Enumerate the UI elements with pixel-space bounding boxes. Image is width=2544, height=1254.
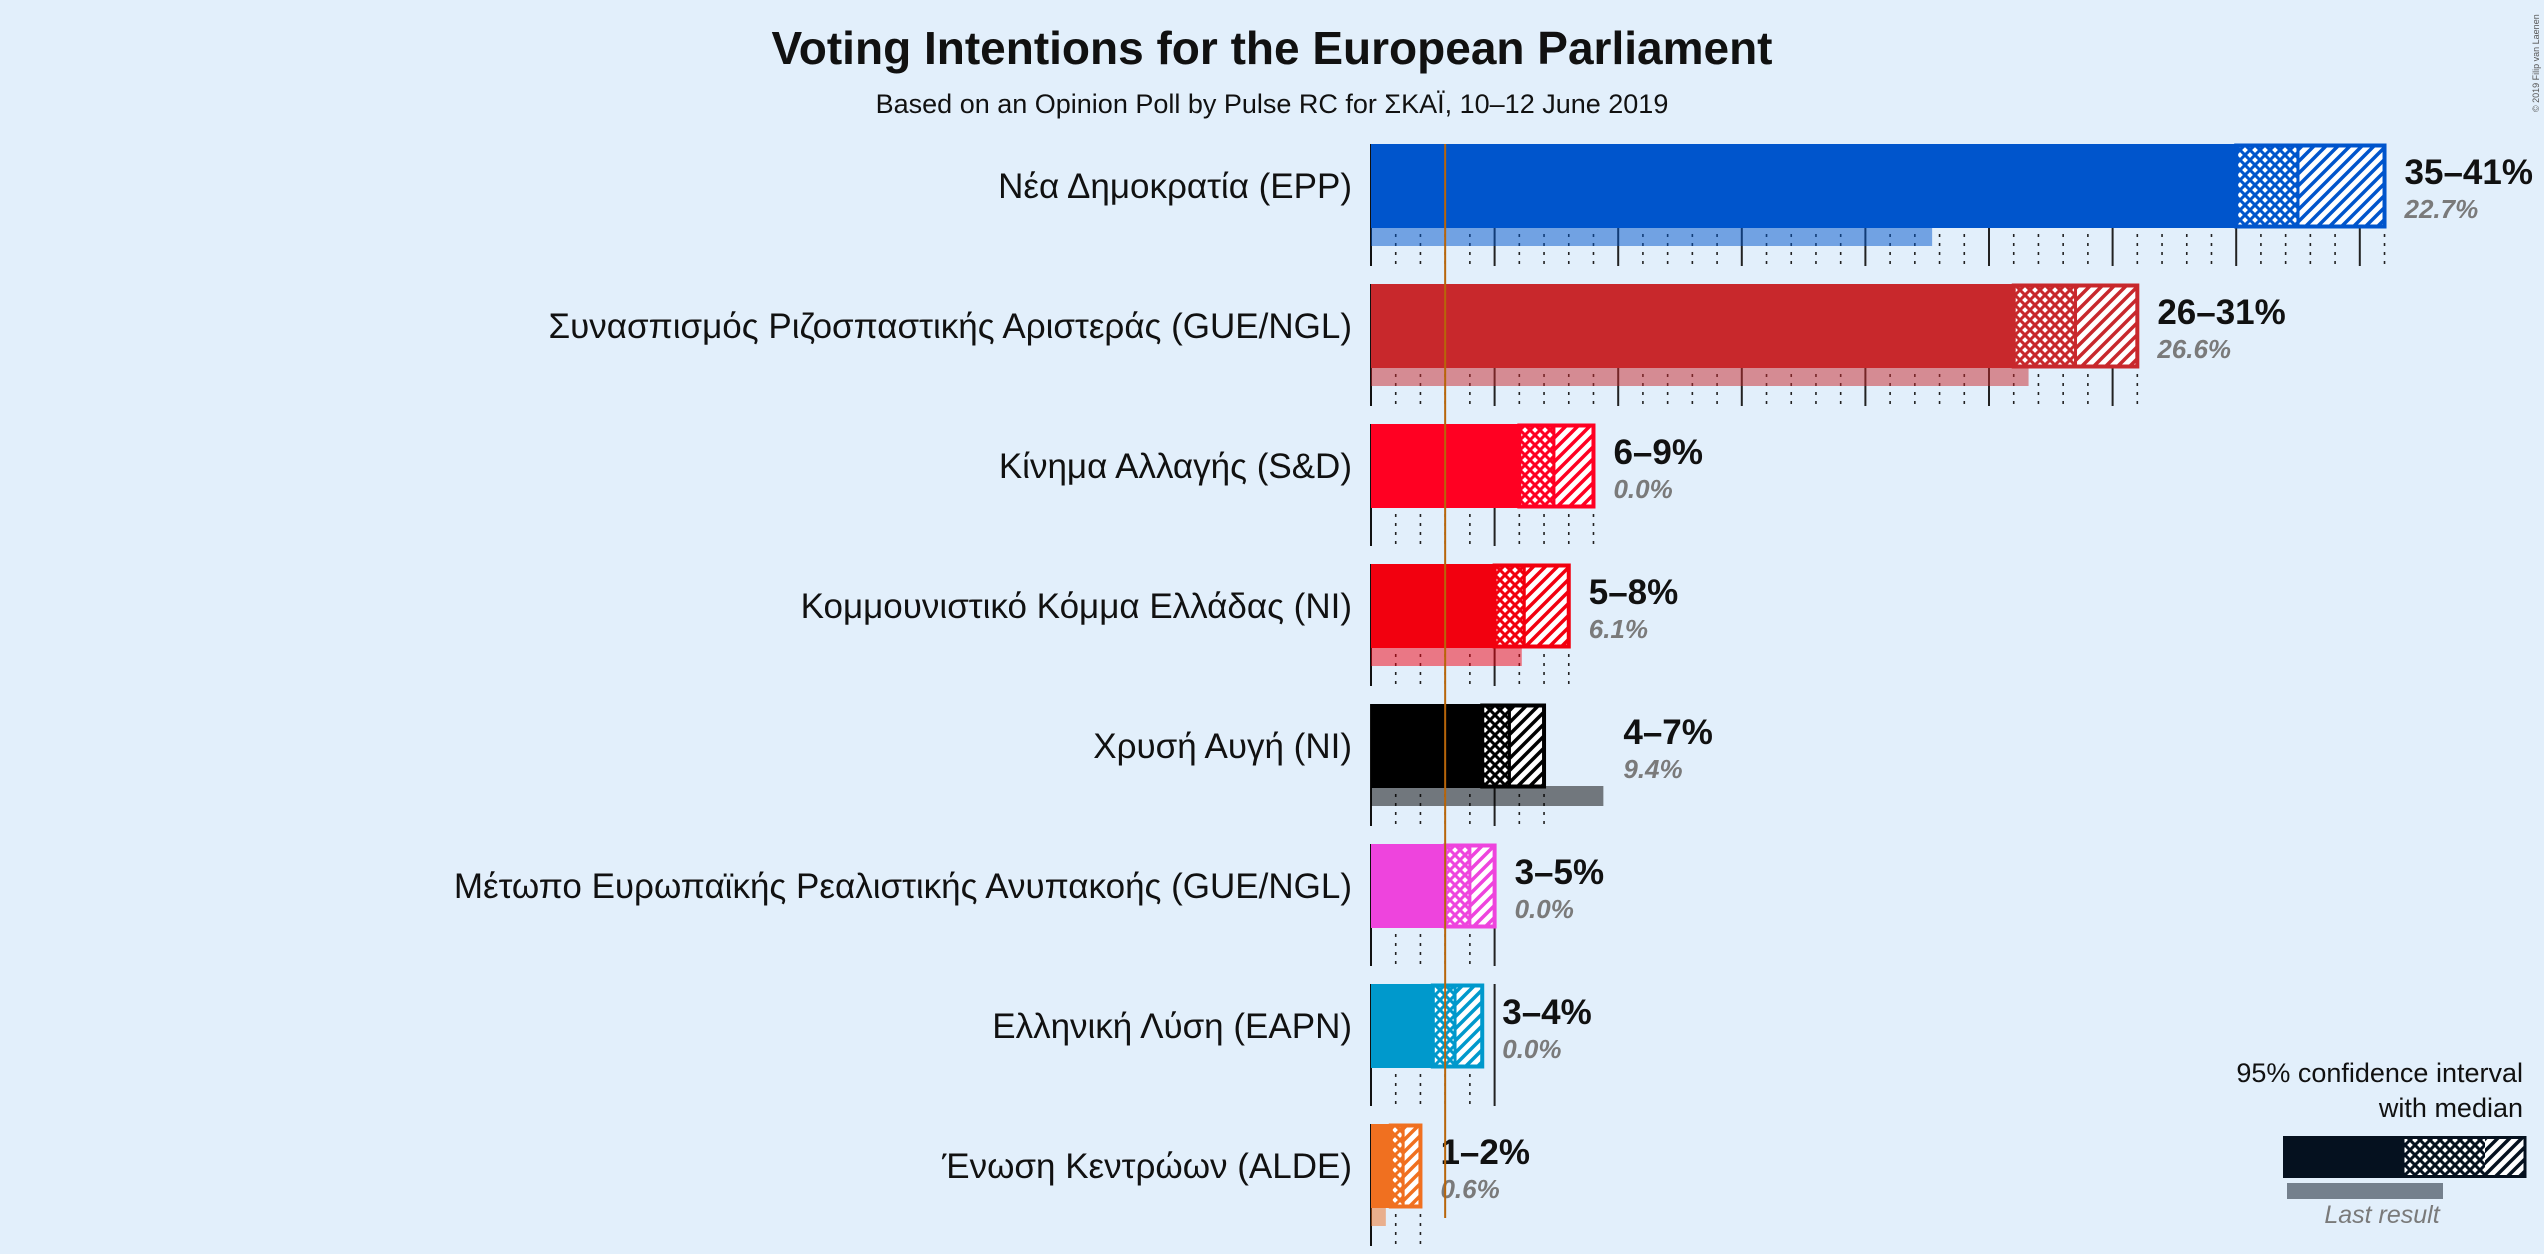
range-label: 4–7%	[1623, 713, 1713, 752]
bar-ci-upper	[2298, 144, 2385, 228]
bar-ci-outline	[2234, 143, 2387, 229]
legend-last-result-bar	[2287, 1183, 2443, 1199]
last-result-label: 22.7%	[2404, 194, 2479, 224]
bar-solid	[1371, 144, 2237, 228]
party-label: Ένωση Κεντρώων (ALDE)	[941, 1147, 1352, 1186]
bar-ci-lower	[1482, 704, 1510, 788]
legend-ci-lower	[2403, 1136, 2485, 1178]
bar-ci-upper	[1403, 1124, 1421, 1208]
last-result-label: 6.1%	[1589, 614, 1648, 644]
bar-ci-lower	[1494, 564, 1525, 648]
bar-solid	[1371, 844, 1446, 928]
bar-solid	[1371, 564, 1495, 648]
range-label: 26–31%	[2157, 293, 2285, 332]
legend-last-result: Last result	[2324, 1201, 2440, 1229]
last-result-label: 0.6%	[1440, 1174, 1499, 1204]
party-label: Χρυσή Αυγή (NI)	[1093, 727, 1352, 766]
legend-ci-upper	[2485, 1136, 2525, 1178]
range-label: 1–2%	[1440, 1133, 1530, 1172]
last-result-label: 26.6%	[2156, 334, 2231, 364]
copyright-note: © 2019 Filip van Laenen	[2531, 14, 2541, 112]
bar-ci-outline	[1480, 703, 1547, 789]
bar-ci-outline	[1517, 423, 1596, 509]
last-result-label: 0.0%	[1502, 1034, 1561, 1064]
bar-ci-outline	[1430, 983, 1485, 1069]
bar-ci-lower	[1390, 1124, 1404, 1208]
range-label: 5–8%	[1589, 573, 1679, 612]
party-label: Μέτωπο Ευρωπαϊκής Ρεαλιστικής Ανυπακοής …	[454, 867, 1352, 906]
last-result-label: 0.0%	[1613, 474, 1672, 504]
last-result-bar	[1371, 1206, 1386, 1226]
bar-ci-lower	[1445, 844, 1470, 928]
range-label: 3–5%	[1515, 853, 1605, 892]
chart-subtitle: Based on an Opinion Poll by Pulse RC for…	[876, 89, 1669, 119]
range-label: 35–41%	[2405, 153, 2533, 192]
bar-ci-upper	[1509, 704, 1545, 788]
bar-ci-lower	[2236, 144, 2298, 228]
party-label: Κομμουνιστικό Κόμμα Ελλάδας (NI)	[801, 587, 1352, 626]
last-result-bar	[1371, 226, 1933, 246]
legend-ci-outline	[2401, 1136, 2527, 1178]
bar-ci-upper	[1524, 564, 1569, 648]
bar-ci-lower	[2013, 284, 2076, 368]
bar-solid	[1371, 704, 1483, 788]
party-label: Ελληνική Λύση (EAPN)	[992, 1007, 1352, 1046]
bar-ci-upper	[1455, 984, 1483, 1068]
legend-line1: 95% confidence interval	[2236, 1058, 2523, 1088]
legend-solid-bar	[2283, 1136, 2403, 1178]
bar-ci-lower	[1519, 424, 1554, 508]
range-label: 6–9%	[1613, 433, 1703, 472]
party-label: Κίνημα Αλλαγής (S&D)	[999, 447, 1352, 486]
range-label: 3–4%	[1502, 993, 1592, 1032]
bar-ci-upper	[1469, 844, 1495, 928]
bar-solid	[1371, 284, 2014, 368]
last-result-label: 0.0%	[1515, 894, 1574, 924]
party-label: Νέα Δημοκρατία (EPP)	[998, 167, 1352, 206]
bar-ci-upper	[2075, 284, 2138, 368]
party-label: Συνασπισμός Ριζοσπαστικής Αριστεράς (GUE…	[549, 307, 1353, 346]
chart-title: Voting Intentions for the European Parli…	[772, 22, 1773, 74]
bar-solid	[1371, 1124, 1391, 1208]
bar-ci-outline	[1492, 563, 1571, 649]
legend-line2: with median	[2378, 1093, 2523, 1123]
last-result-bar	[1371, 646, 1522, 666]
bars: Νέα Δημοκρατία (EPP) 35–41%22.7% Συνασπισμ…	[454, 143, 2533, 1226]
legend: 95% confidence interval with median Last…	[2236, 1058, 2527, 1229]
last-result-bar	[1371, 366, 2029, 386]
last-result-bar	[1371, 786, 1604, 806]
bar-solid	[1371, 984, 1433, 1068]
bar-ci-outline	[1388, 1123, 1423, 1209]
bar-ci-upper	[1553, 424, 1594, 508]
last-result-label: 9.4%	[1623, 754, 1682, 784]
bar-ci-lower	[1432, 984, 1456, 1068]
